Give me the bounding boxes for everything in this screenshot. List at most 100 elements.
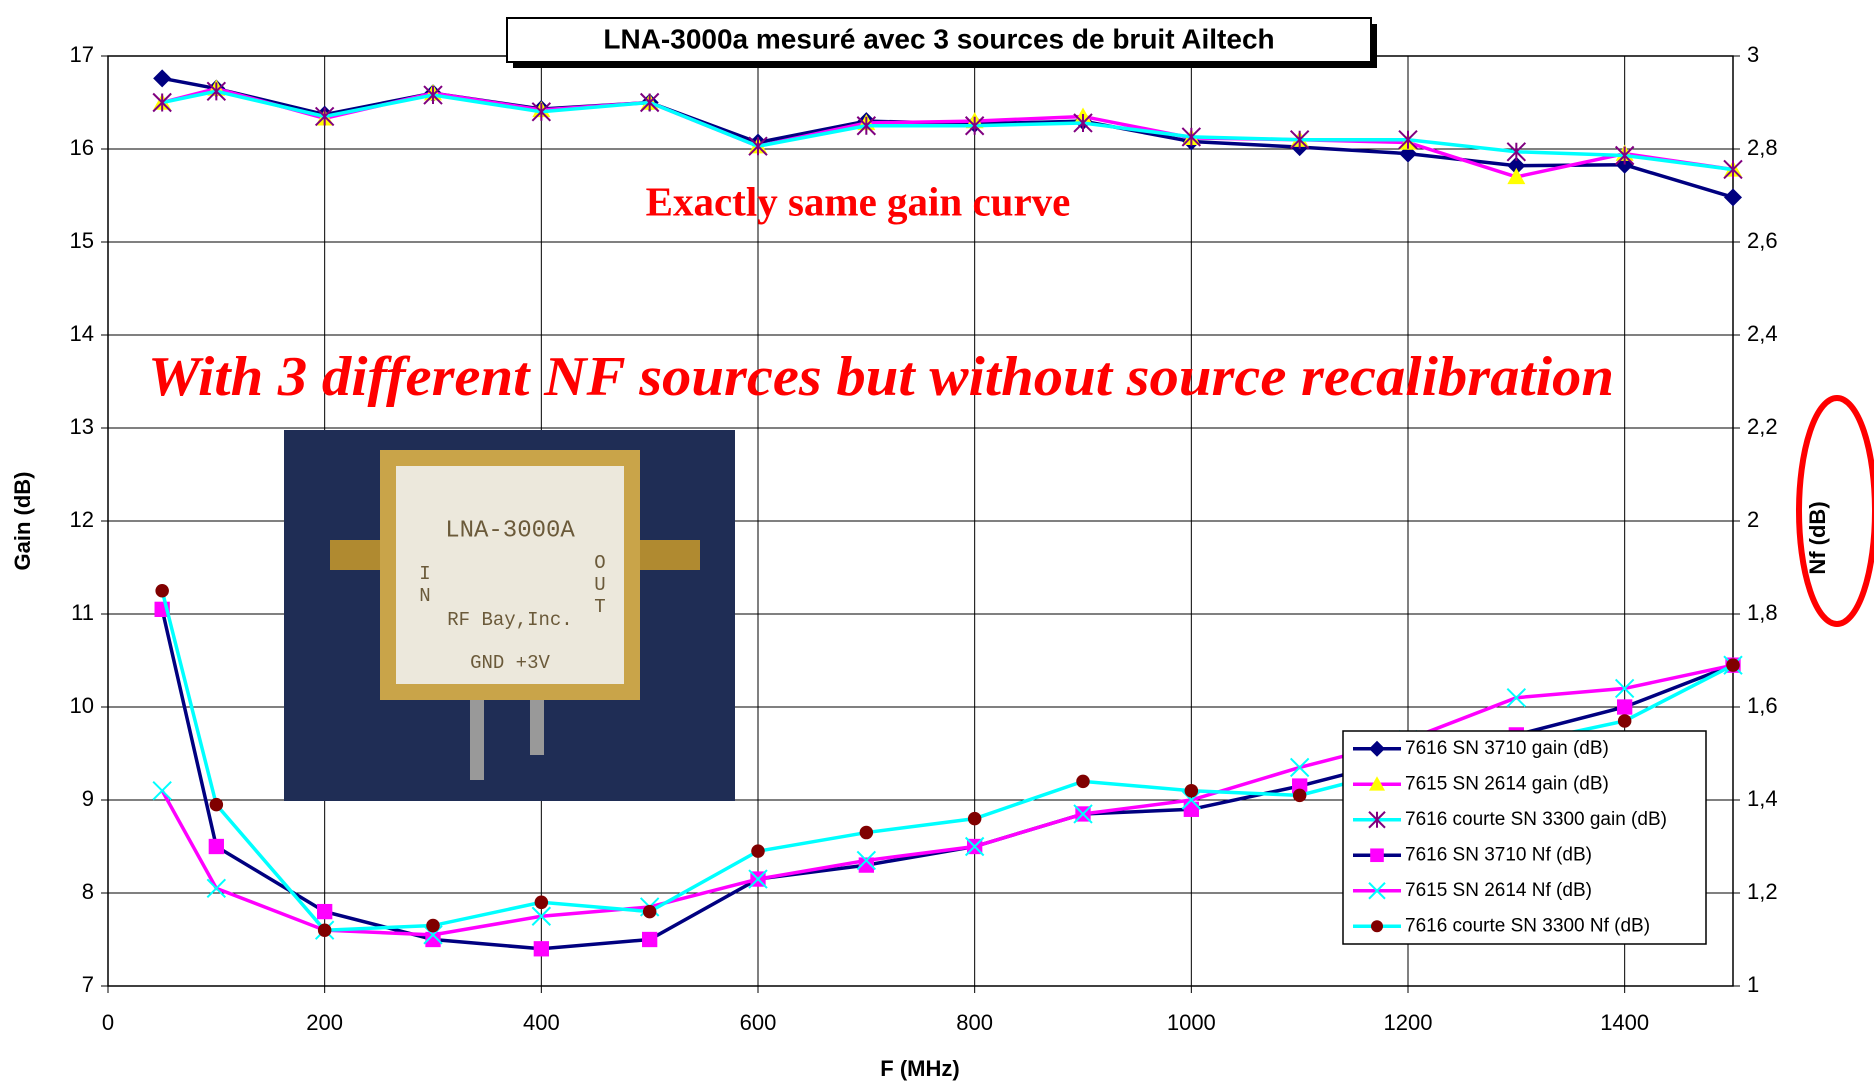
marker [155,584,169,598]
y-tick-label: 17 [70,42,94,67]
title-box [506,17,1372,63]
highlight-ellipse [1796,395,1874,627]
y2-tick-label: 1 [1747,972,1759,997]
y-axis-label: Gain (dB) [10,472,35,571]
legend-label: 7616 courte SN 3300 gain (dB) [1405,809,1667,830]
marker [751,844,765,858]
marker [1506,142,1527,162]
marker [531,906,552,926]
y2-tick-label: 1,4 [1747,786,1778,811]
annotation: With 3 different NF sources but without … [148,346,1614,408]
annotation: Exactly same gain curve [646,178,1071,224]
y-tick-label: 15 [70,228,94,253]
x-tick-label: 1200 [1384,1010,1433,1035]
y2-tick-label: 1,2 [1747,879,1778,904]
y2-tick-label: 1,8 [1747,600,1778,625]
photo-text: RF Bay,Inc. [447,609,572,631]
legend-box [1342,730,1707,945]
series [152,655,1743,945]
marker [531,102,552,122]
y-tick-label: 16 [70,135,94,160]
marker [1723,159,1743,180]
marker [209,797,224,812]
marker [748,136,768,156]
y2-axis-label: Nf (dB) [1805,501,1830,574]
marker [1181,127,1202,147]
marker [1073,113,1093,133]
legend-marker [1368,882,1386,900]
marker [1617,699,1633,715]
marker [1184,783,1199,798]
x-tick-label: 1000 [1167,1010,1216,1035]
y2-tick-label: 2,2 [1747,414,1778,439]
marker [964,116,985,136]
marker [1614,678,1635,699]
marker [423,925,443,945]
y-tick-label: 10 [70,693,94,718]
y2-tick-label: 3 [1747,42,1759,67]
y-tick-label: 14 [70,321,94,346]
legend-label: 7615 SN 2614 Nf (dB) [1405,880,1592,901]
legend-label: 7616 SN 3710 Nf (dB) [1405,844,1592,865]
marker [1398,129,1418,150]
marker [642,904,657,919]
x-tick-label: 600 [740,1010,777,1035]
y-tick-label: 11 [71,600,94,625]
chart-title: LNA-3000a mesuré avec 3 sources de bruit… [603,23,1274,54]
marker [639,92,660,113]
marker [1617,714,1632,728]
marker [206,81,227,102]
y-tick-label: 13 [70,414,94,439]
series-line [161,89,1734,172]
x-tick-label: 0 [102,1010,114,1035]
marker [964,836,985,857]
marker [206,878,227,899]
marker [1506,687,1527,708]
marker [856,116,877,136]
marker [1076,774,1090,789]
y2-tick-label: 2 [1747,507,1759,532]
legend-marker [1369,776,1385,791]
series-line [160,663,1734,937]
photo-text: LNA-3000A [445,517,575,544]
legend-label: 7616 courte SN 3300 Nf (dB) [1405,915,1650,936]
marker [426,918,440,933]
marker [317,923,332,937]
x-tick-label: 400 [523,1010,560,1035]
y2-tick-label: 1,6 [1747,693,1778,718]
y-tick-label: 8 [82,879,94,904]
y-tick-label: 9 [82,786,94,811]
marker [1289,757,1310,778]
y2-tick-label: 2,8 [1747,135,1778,160]
y2-tick-label: 2,6 [1747,228,1778,253]
y-tick-label: 7 [82,972,94,997]
product-photo: LNA-3000A IN OUT RF Bay,Inc. GND +3V [284,430,735,801]
marker [967,811,982,826]
marker [534,895,549,910]
marker [533,941,549,957]
marker [1292,788,1307,803]
pin [470,695,484,780]
series [152,81,1743,180]
marker [317,903,333,920]
photo-text: IN [414,563,436,607]
legend-marker [1370,848,1384,863]
marker [423,85,443,105]
marker [1183,801,1199,817]
legend-marker [1369,740,1385,757]
marker [1507,167,1526,185]
legend-label: 7615 SN 2614 gain (dB) [1405,773,1609,794]
marker [859,825,874,840]
marker [152,780,172,801]
device-label [396,466,624,684]
marker [1726,658,1740,672]
marker [1724,188,1742,207]
marker [856,850,877,871]
y-tick-label: 12 [70,507,94,532]
marker [1073,804,1093,824]
legend-marker [1368,811,1386,829]
legend-marker [1371,920,1383,933]
marker [1181,790,1202,810]
marker [153,69,172,88]
x-axis-label: F (MHz) [880,1056,959,1081]
